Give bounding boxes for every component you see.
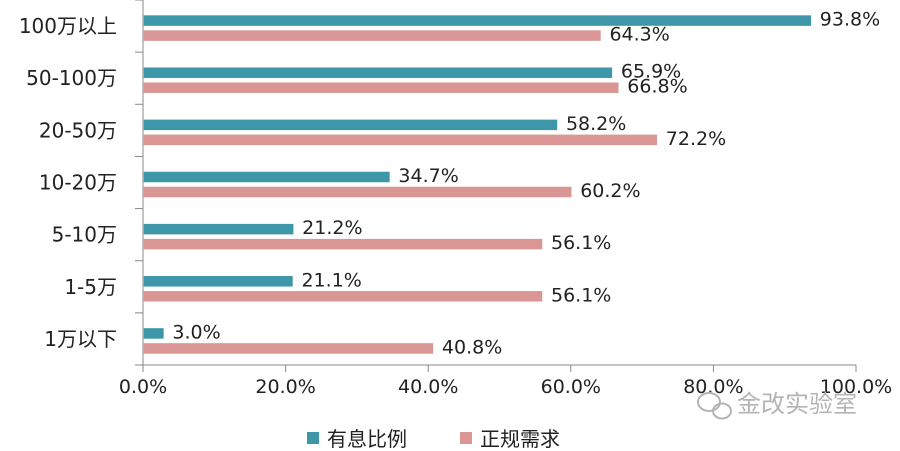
bar-interest-ratio bbox=[142, 170, 392, 184]
legend-label-series-2: 正规需求 bbox=[480, 427, 560, 451]
x-tick-label: 100.0% bbox=[820, 376, 892, 398]
bar-formal-demand bbox=[142, 237, 544, 251]
x-tick-label: 80.0% bbox=[683, 376, 743, 398]
category-label: 5-10万 bbox=[52, 223, 117, 247]
x-tick-label: 60.0% bbox=[541, 376, 601, 398]
category-label: 1万以下 bbox=[44, 327, 117, 351]
bar-interest-ratio bbox=[142, 326, 166, 341]
bar-interest-ratio bbox=[142, 65, 614, 80]
x-tick-label: 0.0% bbox=[119, 376, 167, 398]
watermark-text: 金改实验室 bbox=[737, 390, 857, 418]
category-label: 10-20万 bbox=[39, 171, 117, 195]
category-label: 20-50万 bbox=[39, 118, 117, 142]
category-label: 1-5万 bbox=[64, 275, 117, 299]
bar-formal-demand bbox=[142, 80, 621, 95]
category-label: 50-100万 bbox=[26, 66, 117, 90]
data-label: 56.1% bbox=[551, 232, 611, 254]
bar-interest-ratio bbox=[142, 118, 559, 132]
watermark: 金改实验室 bbox=[697, 390, 857, 420]
data-label: 60.2% bbox=[580, 180, 640, 202]
bar-formal-demand bbox=[142, 185, 573, 199]
x-tick-label: 40.0% bbox=[398, 376, 458, 398]
data-label: 58.2% bbox=[566, 113, 626, 135]
bar-interest-ratio bbox=[142, 274, 295, 289]
category-label: 100万以上 bbox=[19, 14, 117, 38]
bar-interest-ratio bbox=[142, 13, 813, 28]
bar-formal-demand bbox=[142, 289, 544, 304]
data-label: 21.2% bbox=[302, 217, 362, 239]
labels-layer: 100万以上 93.8% 64.3% 50-100万 65.9%66.8% 20-50万 5… bbox=[19, 9, 892, 398]
data-label: 56.1% bbox=[551, 284, 611, 306]
wechat-icon bbox=[697, 392, 732, 420]
bar-formal-demand bbox=[142, 133, 659, 147]
data-label: 21.1% bbox=[301, 269, 361, 291]
bars-layer bbox=[142, 13, 813, 356]
data-label: 65.9% bbox=[621, 61, 681, 83]
data-label: 66.8% bbox=[627, 76, 687, 98]
data-label: 93.8% bbox=[820, 9, 880, 31]
legend-swatch-series-2 bbox=[460, 432, 472, 444]
bar-formal-demand bbox=[142, 341, 435, 356]
bar-interest-ratio bbox=[142, 222, 295, 236]
data-label: 3.0% bbox=[172, 321, 220, 343]
data-label: 40.8% bbox=[442, 336, 502, 358]
x-tick-label: 20.0% bbox=[255, 376, 315, 398]
data-label: 34.7% bbox=[398, 165, 458, 187]
data-label: 64.3% bbox=[609, 24, 669, 46]
legend: 有息比例 正规需求 bbox=[307, 427, 560, 451]
axes-layer bbox=[135, 0, 857, 372]
bar-formal-demand bbox=[142, 28, 603, 43]
legend-swatch-series-1 bbox=[307, 432, 319, 444]
legend-label-series-1: 有息比例 bbox=[327, 427, 407, 451]
data-label: 72.2% bbox=[666, 128, 726, 150]
